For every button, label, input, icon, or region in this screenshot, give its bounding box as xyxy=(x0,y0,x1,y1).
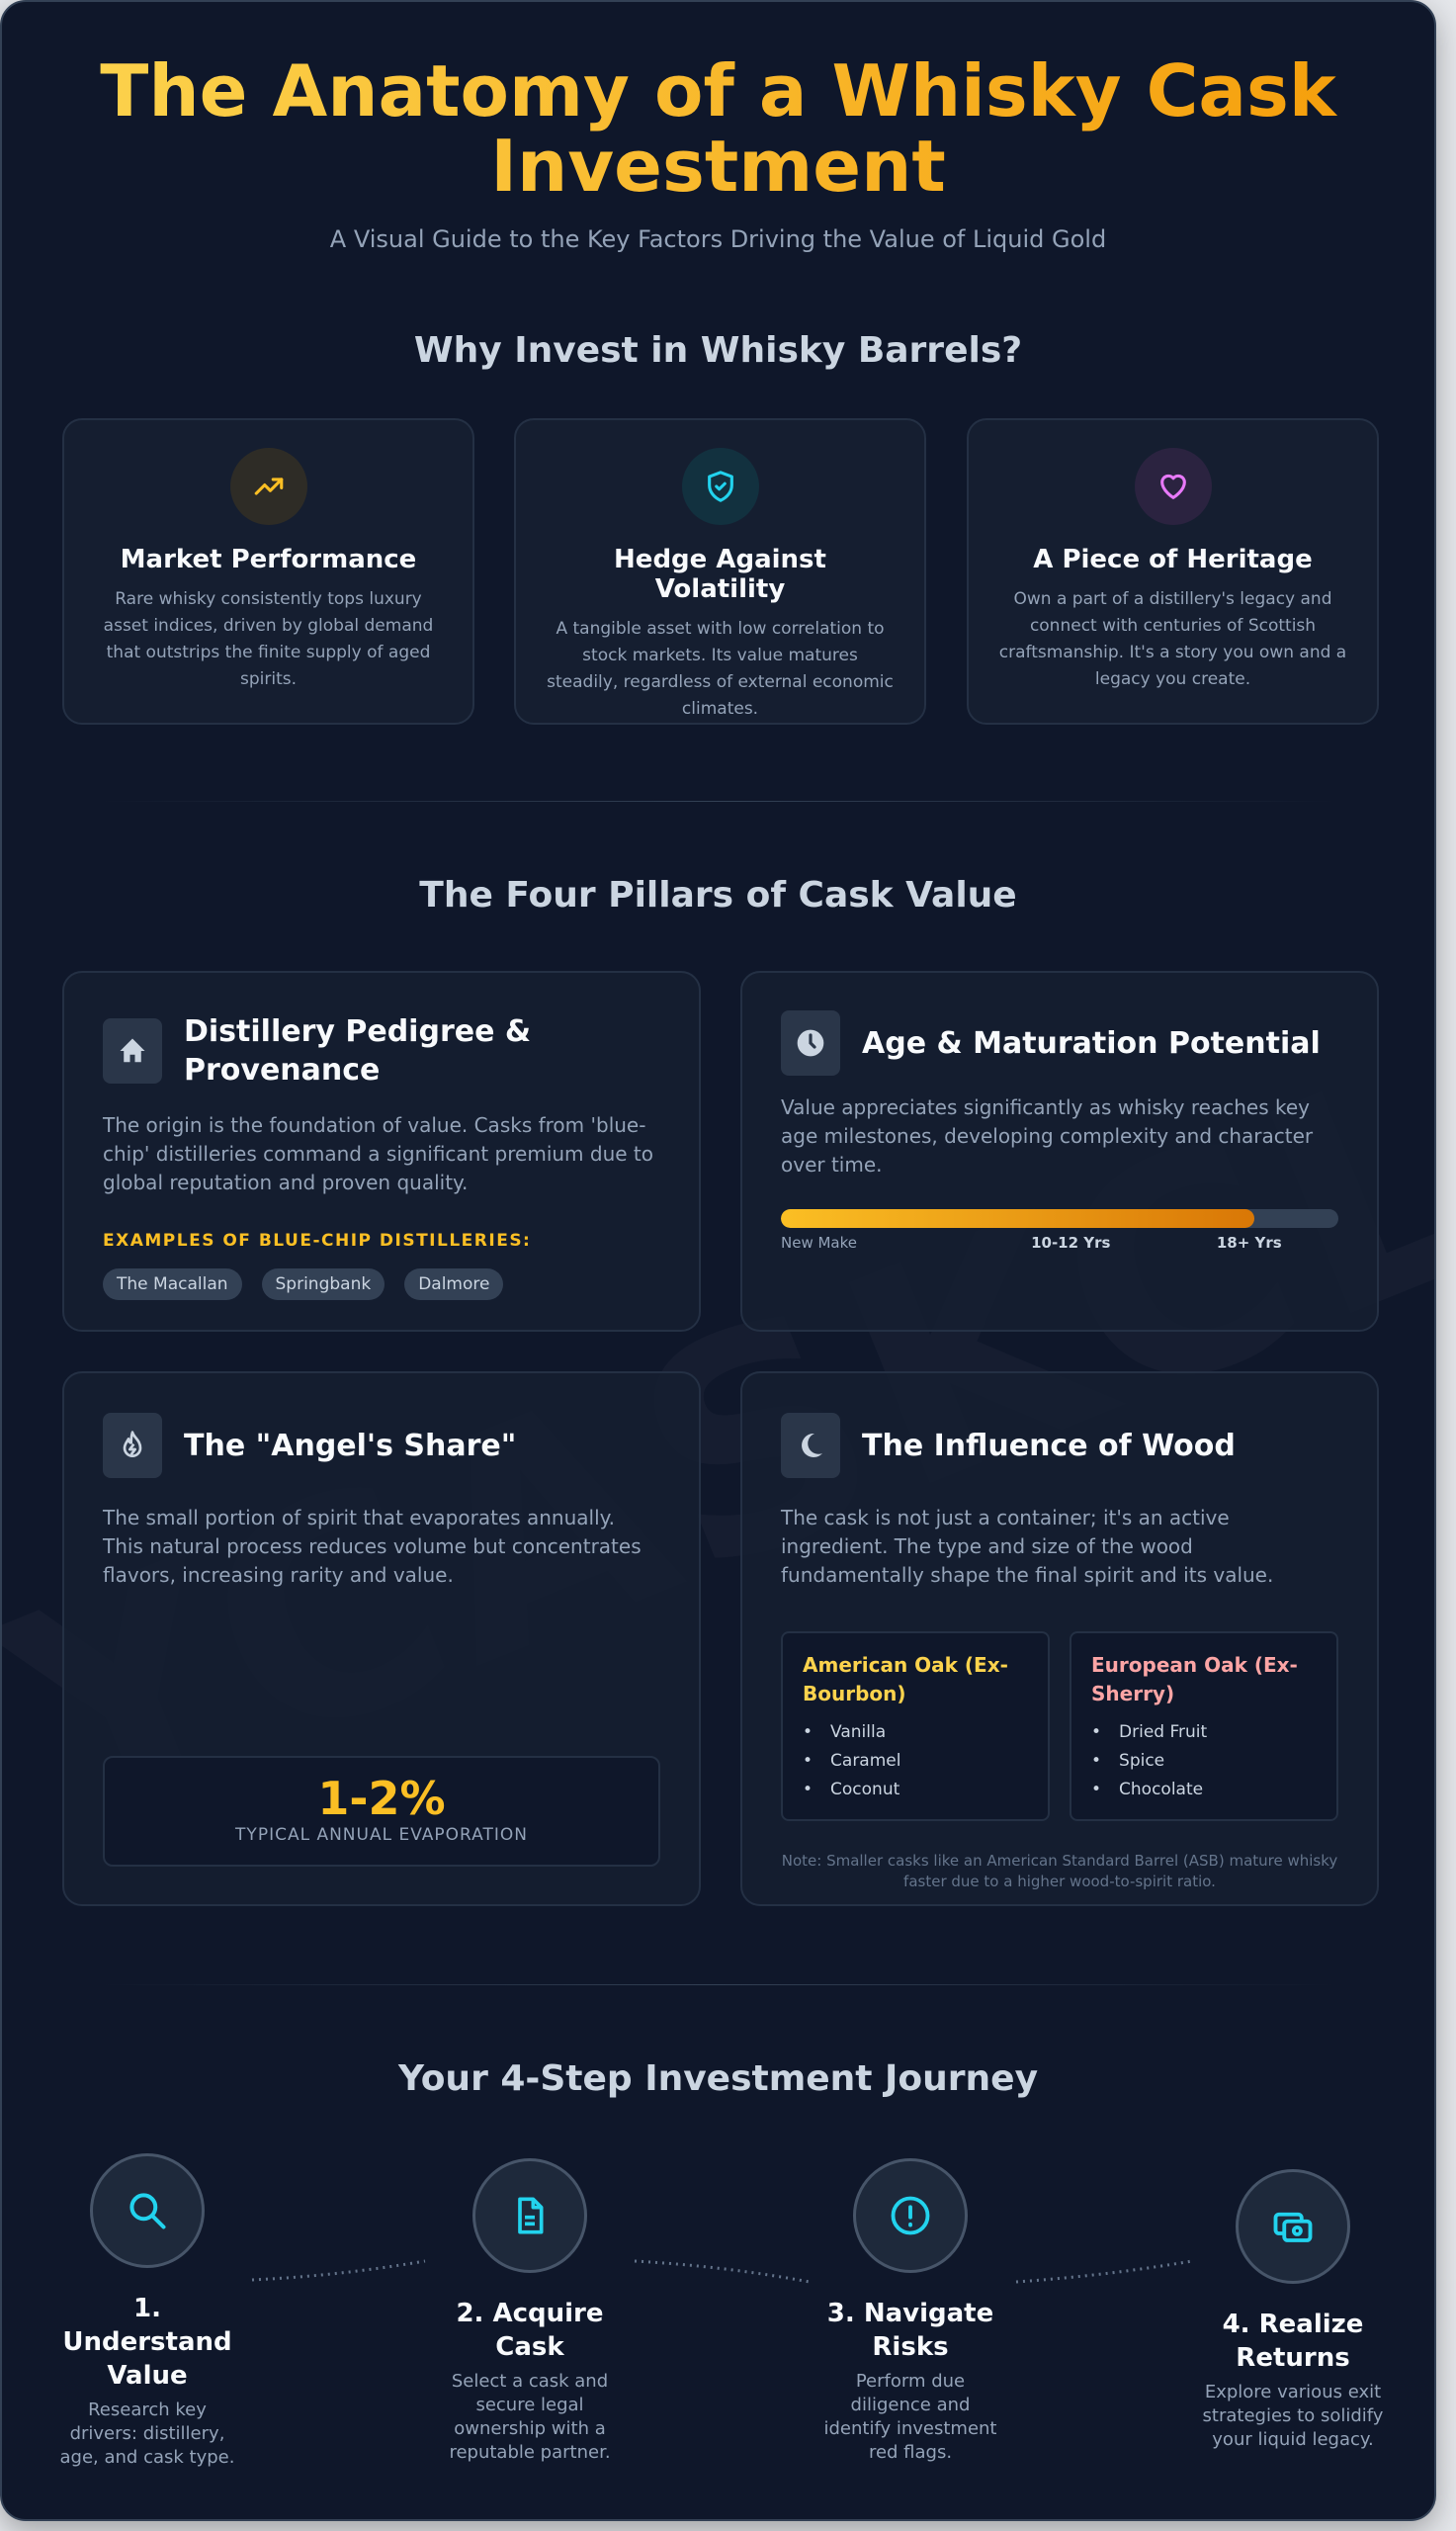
step-title: 4. Realize Returns xyxy=(1222,2310,1364,2373)
maturation-progress-bar xyxy=(781,1209,1338,1228)
flavor-note: Caramel xyxy=(803,1747,1028,1776)
page-subtitle: A Visual Guide to the Key Factors Drivin… xyxy=(329,225,1107,253)
pillar-age: Age & Maturation Potential Value appreci… xyxy=(740,971,1379,1332)
section-divider xyxy=(101,801,1335,802)
card-title: Market Performance xyxy=(120,545,417,574)
american-oak-box: American Oak (Ex-Bourbon) Vanilla Carame… xyxy=(781,1631,1050,1821)
connector-3-4 xyxy=(1015,2259,1193,2284)
label-new-make: New Make xyxy=(781,1234,857,1252)
journey-heading: Your 4-Step Investment Journey xyxy=(397,2058,1039,2099)
pillar-title: The "Angel's Share" xyxy=(184,1428,517,1463)
page-title: The Anatomy of a Whisky Cask Investment xyxy=(61,53,1375,204)
step-desc: Research key drivers: distillery, age, a… xyxy=(59,2400,235,2468)
flame-icon xyxy=(103,1413,162,1478)
european-oak-box: European Oak (Ex-Sherry) Dried Fruit Spi… xyxy=(1070,1631,1338,1821)
heart-icon xyxy=(1134,448,1212,525)
pillar-desc: The small portion of spirit that evapora… xyxy=(103,1506,642,1587)
file-text-icon xyxy=(472,2158,587,2273)
wood-title: European Oak (Ex-Sherry) xyxy=(1091,1653,1298,1705)
pillars-heading: The Four Pillars of Cask Value xyxy=(419,875,1017,916)
card-desc: A tangible asset with low correlation to… xyxy=(547,619,894,719)
card-title: A Piece of Heritage xyxy=(1033,545,1313,574)
evaporation-stat: 1-2% TYPICAL ANNUAL EVAPORATION xyxy=(103,1756,660,1867)
pillar-angels-share: The "Angel's Share" The small portion of… xyxy=(62,1371,701,1906)
pillar-wood: The Influence of Wood The cask is not ju… xyxy=(740,1371,1379,1906)
pillar-title: Distillery Pedigree & Provenance xyxy=(184,1014,532,1088)
moon-icon xyxy=(781,1413,840,1478)
pillar-title: The Influence of Wood xyxy=(862,1428,1236,1463)
step-title: 3. Navigate Risks xyxy=(826,2299,994,2362)
trending-up-icon xyxy=(229,448,307,525)
flavor-note: Coconut xyxy=(803,1776,1028,1804)
maturation-progress-fill xyxy=(781,1209,1255,1228)
card-desc: Own a part of a distillery's legacy and … xyxy=(998,589,1347,689)
clock-icon xyxy=(781,1010,840,1076)
why-heading: Why Invest in Whisky Barrels? xyxy=(413,330,1023,371)
distillery-tag: Dalmore xyxy=(404,1268,504,1300)
pillar-title: Age & Maturation Potential xyxy=(862,1025,1321,1061)
step-connectors xyxy=(251,2259,1193,2284)
banknote-icon xyxy=(1236,2169,1350,2284)
house-icon xyxy=(103,1018,162,1084)
step-desc: Perform due diligence and identify inves… xyxy=(823,2371,997,2463)
step-1: 1. Understand Value Research key drivers… xyxy=(53,2153,241,2470)
stat-value: 1-2% xyxy=(317,1772,446,1825)
stat-label: TYPICAL ANNUAL EVAPORATION xyxy=(235,1825,528,1845)
why-card-heritage: A Piece of Heritage Own a part of a dist… xyxy=(967,418,1379,725)
why-card-market: Market Performance Rare whisky consisten… xyxy=(62,418,474,725)
step-3: 3. Navigate Risks Perform due diligence … xyxy=(816,2158,1004,2465)
examples-label: EXAMPLES OF BLUE-CHIP DISTILLERIES: xyxy=(103,1231,532,1251)
step-2: 2. Acquire Cask Select a cask and secure… xyxy=(436,2158,624,2465)
connector-2-3 xyxy=(634,2259,811,2284)
distillery-tag: The Macallan xyxy=(103,1268,242,1300)
pillar-desc: The cask is not just a container; it's a… xyxy=(781,1506,1274,1587)
why-card-hedge: Hedge Against Volatility A tangible asse… xyxy=(514,418,926,725)
pillar-pedigree: Distillery Pedigree & Provenance The ori… xyxy=(62,971,701,1332)
label-10-12: 10-12 Yrs xyxy=(1031,1234,1111,1252)
search-icon xyxy=(90,2153,205,2268)
card-desc: Rare whisky consistently tops luxury ass… xyxy=(103,589,434,689)
wood-note: Note: Smaller casks like an American Sta… xyxy=(781,1852,1338,1890)
label-18-plus: 18+ Yrs xyxy=(1216,1234,1282,1252)
connector-1-2 xyxy=(251,2259,426,2282)
pillar-desc: Value appreciates significantly as whisk… xyxy=(781,1095,1314,1177)
step-title: 2. Acquire Cask xyxy=(456,2299,604,2362)
step-desc: Select a cask and secure legal ownership… xyxy=(449,2371,611,2463)
alert-circle-icon xyxy=(853,2158,968,2273)
wood-title: American Oak (Ex-Bourbon) xyxy=(803,1653,1008,1705)
pillar-desc: The origin is the foundation of value. C… xyxy=(103,1113,654,1194)
step-desc: Explore various exit strategies to solid… xyxy=(1202,2382,1384,2450)
flavor-note: Spice xyxy=(1091,1747,1317,1776)
distillery-tag: Springbank xyxy=(261,1268,385,1300)
section-divider xyxy=(101,1984,1335,1985)
card-title: Hedge Against Volatility xyxy=(614,545,826,604)
flavor-note: Vanilla xyxy=(803,1718,1028,1747)
shield-check-icon xyxy=(681,448,759,525)
flavor-note: Dried Fruit xyxy=(1091,1718,1317,1747)
flavor-note: Chocolate xyxy=(1091,1776,1317,1804)
step-title: 1. Understand Value xyxy=(62,2294,232,2391)
step-4: 4. Realize Returns Explore various exit … xyxy=(1199,2169,1387,2452)
